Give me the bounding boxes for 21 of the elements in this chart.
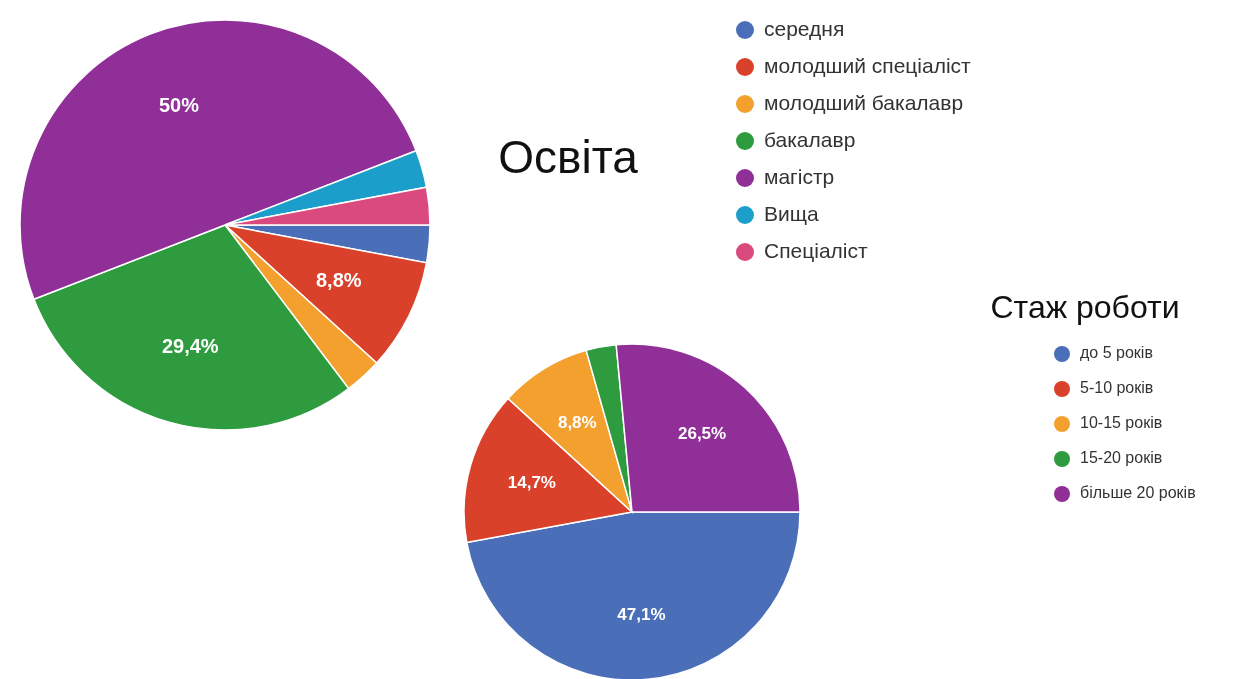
legend-label: до 5 років <box>1080 344 1153 362</box>
data-label: 29,4% <box>161 334 219 357</box>
data-label: 50% <box>158 93 200 116</box>
legend-label: магістр <box>764 164 835 188</box>
legend-label: Вища <box>764 201 820 225</box>
data-label: 47,1% <box>617 605 666 625</box>
legend-label: молодший бакалавр <box>764 90 964 114</box>
data-label: 8,8% <box>557 412 597 432</box>
legend-label: середня <box>764 16 845 40</box>
chart-title: Стаж роботи <box>990 289 1180 325</box>
legend-label: молодший спеціаліст <box>764 53 972 77</box>
legend-label: бакалавр <box>764 127 856 151</box>
text: Освіта <box>498 131 639 183</box>
legend-label: 10-15 років <box>1080 414 1163 432</box>
legend-label: більше 20 років <box>1080 484 1196 502</box>
data-label: 26,5% <box>678 424 727 444</box>
data-label: 14,7% <box>507 472 556 492</box>
legend-label: 5-10 років <box>1080 379 1154 397</box>
legend-label: 15-20 років <box>1080 449 1163 467</box>
legend-label: Спеціаліст <box>764 238 869 262</box>
data-label: 8,8% <box>315 268 362 291</box>
